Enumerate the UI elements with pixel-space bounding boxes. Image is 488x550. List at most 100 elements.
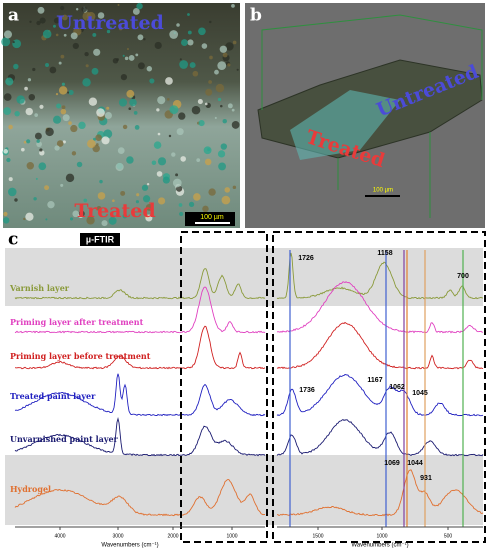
speck: [13, 63, 19, 70]
speck: [117, 4, 120, 7]
speck: [25, 212, 34, 221]
speck: [97, 192, 106, 200]
speck: [39, 17, 46, 24]
speck: [124, 56, 129, 61]
speck: [224, 187, 231, 193]
speck: [3, 149, 9, 154]
speck: [70, 124, 78, 133]
speck: [227, 63, 231, 67]
bounding-box: [261, 14, 483, 110]
speck: [58, 61, 62, 65]
speck: [165, 77, 173, 85]
speck: [117, 147, 125, 155]
spectrum: [276, 374, 484, 417]
speck: [196, 158, 201, 163]
speck: [126, 47, 130, 51]
speck: [39, 104, 44, 109]
zoom-box: [272, 231, 486, 543]
x-tick-label: 1500: [312, 533, 323, 539]
speck: [201, 43, 208, 49]
speck: [86, 216, 95, 225]
speck: [151, 160, 157, 165]
speck: [33, 197, 37, 201]
speck: [55, 92, 59, 96]
panel-label: b: [250, 6, 262, 26]
speck: [218, 162, 227, 171]
speck: [35, 177, 38, 180]
method-label: µ-FTIR: [86, 234, 115, 244]
speck: [175, 173, 179, 177]
peak-label: 1062: [389, 384, 405, 391]
layer-label: Priming layer before treatment: [10, 351, 151, 361]
speck: [116, 58, 119, 61]
speck: [135, 200, 140, 204]
spectrum: [276, 419, 484, 457]
speck: [209, 20, 212, 24]
speck: [231, 121, 240, 129]
layer-label: Priming layer after treatment: [10, 317, 144, 327]
speck: [176, 128, 184, 136]
speck: [180, 39, 188, 47]
speck: [54, 145, 60, 151]
speck: [58, 86, 68, 95]
speck: [36, 139, 40, 144]
speck: [232, 185, 237, 190]
speck: [101, 220, 108, 227]
speck: [205, 88, 213, 96]
speck: [61, 14, 68, 21]
speck: [215, 83, 225, 93]
spectrum: [14, 325, 266, 370]
speck: [108, 216, 117, 225]
speck: [141, 184, 149, 191]
speck: [95, 134, 102, 141]
speck: [78, 210, 85, 217]
speck: [103, 129, 113, 139]
speck: [156, 108, 160, 112]
speck: [71, 151, 77, 156]
speck: [104, 111, 112, 120]
x-tick-label: 1000: [226, 533, 237, 539]
speck: [171, 152, 176, 157]
method-box: [80, 233, 120, 246]
speck: [6, 157, 11, 163]
speck: [157, 157, 167, 166]
x-tick-label: 3000: [112, 533, 123, 539]
speck: [145, 203, 153, 211]
speck: [96, 143, 99, 146]
speck: [45, 62, 50, 67]
x-axis-label: Wavenumbers (cm⁻¹): [351, 543, 408, 549]
speck: [60, 5, 65, 11]
speck: [60, 54, 65, 59]
speck: [128, 107, 132, 111]
speck: [63, 33, 67, 37]
region-label: Treated: [74, 200, 155, 222]
x-tick-label: 1000: [376, 533, 387, 539]
speck: [179, 211, 184, 217]
speck: [231, 108, 235, 112]
speck: [220, 143, 228, 150]
spectrum: [276, 321, 484, 370]
speck: [45, 218, 48, 221]
speck: [8, 177, 13, 182]
speck: [62, 114, 70, 122]
speck: [189, 62, 196, 69]
speck: [61, 82, 65, 86]
speck: [156, 171, 163, 177]
speck: [14, 198, 18, 202]
speck: [204, 102, 208, 106]
spectrum: [14, 286, 266, 334]
speck: [82, 78, 91, 87]
speck: [227, 103, 233, 109]
peak-label: 700: [457, 273, 469, 280]
speck: [192, 70, 199, 77]
speck: [122, 124, 128, 130]
speck: [14, 110, 20, 117]
speck: [231, 3, 235, 8]
speck: [27, 78, 32, 82]
speck: [207, 148, 211, 152]
speck: [208, 188, 216, 196]
speck: [106, 106, 110, 110]
panel-a: a Untreated Treated 100 µm: [1, 2, 240, 228]
speck: [172, 178, 182, 188]
peak-label: 1736: [299, 387, 315, 394]
